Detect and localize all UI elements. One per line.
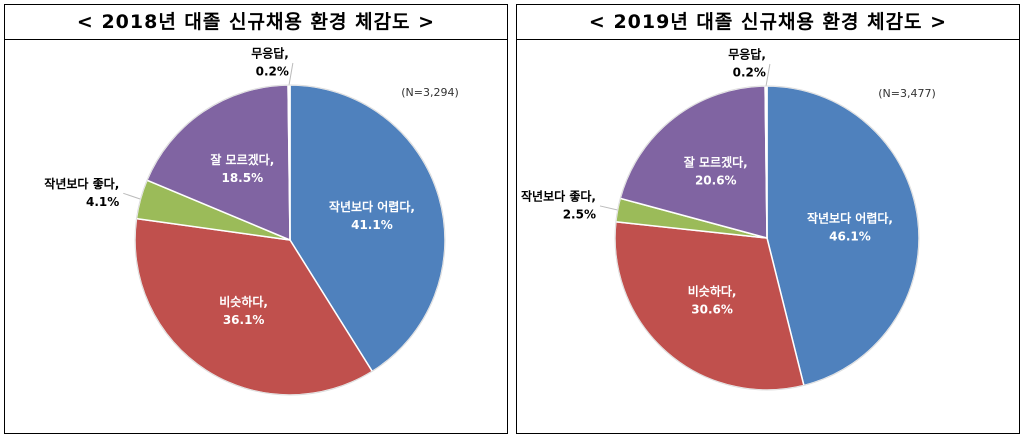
chart-title: < 2018년 대졸 신규채용 환경 체감도 > [5,5,507,40]
slice-value-label: 20.6% [695,173,737,187]
slice-label: 무응답, [728,47,766,62]
slice-label: 비슷하다, [219,294,268,309]
slice-label: 작년보다 좋다, [44,176,119,191]
sample-note: (N=3,294) [401,86,459,99]
slice-value-label: 41.1% [351,218,393,232]
sample-note: (N=3,477) [878,87,936,100]
slice-label: 무응답, [251,46,289,61]
leader-line [765,63,771,87]
chart-title: < 2019년 대졸 신규채용 환경 체감도 > [517,5,1019,40]
slice-value-label: 0.2% [733,66,766,80]
panel: < 2019년 대졸 신규채용 환경 체감도 > 작년보다 어렵다, 46.1% 비… [516,4,1020,434]
slice-value-label: 18.5% [221,171,263,185]
slice-label: 잘 모르겠다, [684,154,748,169]
slice-value-label: 2.5% [563,207,596,221]
slice-label: 작년보다 어렵다, [329,199,415,214]
chart: 작년보다 어렵다, 46.1% 비슷하다, 30.6% 작년보다 좋다, 2.5% 잘 모르… [521,47,936,391]
leader-line [288,62,294,86]
slice-value-label: 46.1% [829,229,871,243]
pie-outline [614,85,920,391]
slice-value-label: 30.6% [691,303,733,317]
slice-label: 비슷하다, [688,284,737,299]
panel: < 2018년 대졸 신규채용 환경 체감도 > 작년보다 어렵다, 41.1% 비… [4,4,508,434]
chart: 작년보다 어렵다, 41.1% 비슷하다, 36.1% 작년보다 좋다, 4.1% 잘 모르… [44,46,459,396]
slice-value-label: 4.1% [86,195,119,209]
pie-outline [134,84,446,396]
leader-line [123,192,141,200]
leader-line [599,205,618,211]
slice-value-label: 0.2% [256,65,289,79]
slice-label: 작년보다 어렵다, [807,210,893,225]
slice-label: 작년보다 좋다, [521,188,596,203]
slice-value-label: 36.1% [223,313,265,327]
slice-label: 잘 모르겠다, [210,152,274,167]
